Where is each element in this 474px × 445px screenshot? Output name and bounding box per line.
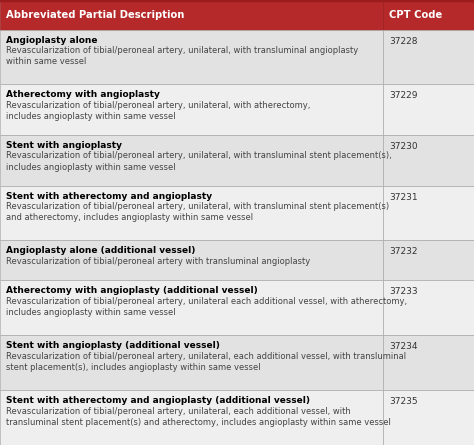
Text: Revascularization of tibial/peroneal artery, unilateral, with transluminal stent: Revascularization of tibial/peroneal art… (6, 151, 392, 172)
Bar (383, 336, 474, 390)
Bar (0, 0, 383, 29)
Bar (0, 85, 383, 135)
Bar (0, 186, 383, 240)
Bar (383, 390, 474, 445)
Text: Revascularization of tibial/peroneal artery, unilateral, each additional vessel,: Revascularization of tibial/peroneal art… (6, 352, 406, 372)
Text: 37229: 37229 (389, 91, 418, 101)
Text: 37228: 37228 (389, 36, 418, 45)
Bar (0, 336, 383, 390)
Bar (383, 85, 474, 135)
Bar (0, 390, 383, 445)
Text: 37233: 37233 (389, 287, 418, 296)
Text: Stent with atherectomy and angioplasty: Stent with atherectomy and angioplasty (6, 192, 212, 201)
Text: Revascularization of tibial/peroneal artery with transluminal angioplasty: Revascularization of tibial/peroneal art… (6, 257, 310, 266)
Text: 37235: 37235 (389, 397, 418, 406)
Text: Revascularization of tibial/peroneal artery, unilateral, each additional vessel,: Revascularization of tibial/peroneal art… (6, 407, 391, 427)
Text: Abbreviated Partial Description: Abbreviated Partial Description (6, 10, 184, 20)
Text: Revascularization of tibial/peroneal artery, unilateral, with transluminal stent: Revascularization of tibial/peroneal art… (6, 202, 389, 222)
Bar (383, 186, 474, 240)
Bar (383, 0, 474, 29)
Bar (0, 29, 383, 85)
Text: Stent with angioplasty (additional vessel): Stent with angioplasty (additional vesse… (6, 341, 220, 350)
Text: 37234: 37234 (389, 342, 418, 352)
Text: CPT Code: CPT Code (389, 10, 443, 20)
Text: 37232: 37232 (389, 247, 418, 256)
Text: Atherectomy with angioplasty: Atherectomy with angioplasty (6, 90, 160, 99)
Text: Revascularization of tibial/peroneal artery, unilateral, with transluminal angio: Revascularization of tibial/peroneal art… (6, 46, 358, 66)
Bar (383, 29, 474, 85)
Text: Revascularization of tibial/peroneal artery, unilateral, with atherectomy,
inclu: Revascularization of tibial/peroneal art… (6, 101, 310, 121)
Text: 37230: 37230 (389, 142, 418, 151)
Text: Atherectomy with angioplasty (additional vessel): Atherectomy with angioplasty (additional… (6, 287, 258, 295)
Text: Stent with atherectomy and angioplasty (additional vessel): Stent with atherectomy and angioplasty (… (6, 396, 310, 405)
Text: Angioplasty alone (additional vessel): Angioplasty alone (additional vessel) (6, 247, 195, 255)
Text: Revascularization of tibial/peroneal artery, unilateral each additional vessel, : Revascularization of tibial/peroneal art… (6, 297, 407, 317)
Bar (0, 135, 383, 186)
Bar (383, 240, 474, 280)
Bar (383, 135, 474, 186)
Bar (0, 240, 383, 280)
Text: 37231: 37231 (389, 193, 418, 202)
Bar (383, 280, 474, 336)
Bar (0, 280, 383, 336)
Text: Angioplasty alone: Angioplasty alone (6, 36, 98, 44)
Text: Stent with angioplasty: Stent with angioplasty (6, 141, 122, 150)
